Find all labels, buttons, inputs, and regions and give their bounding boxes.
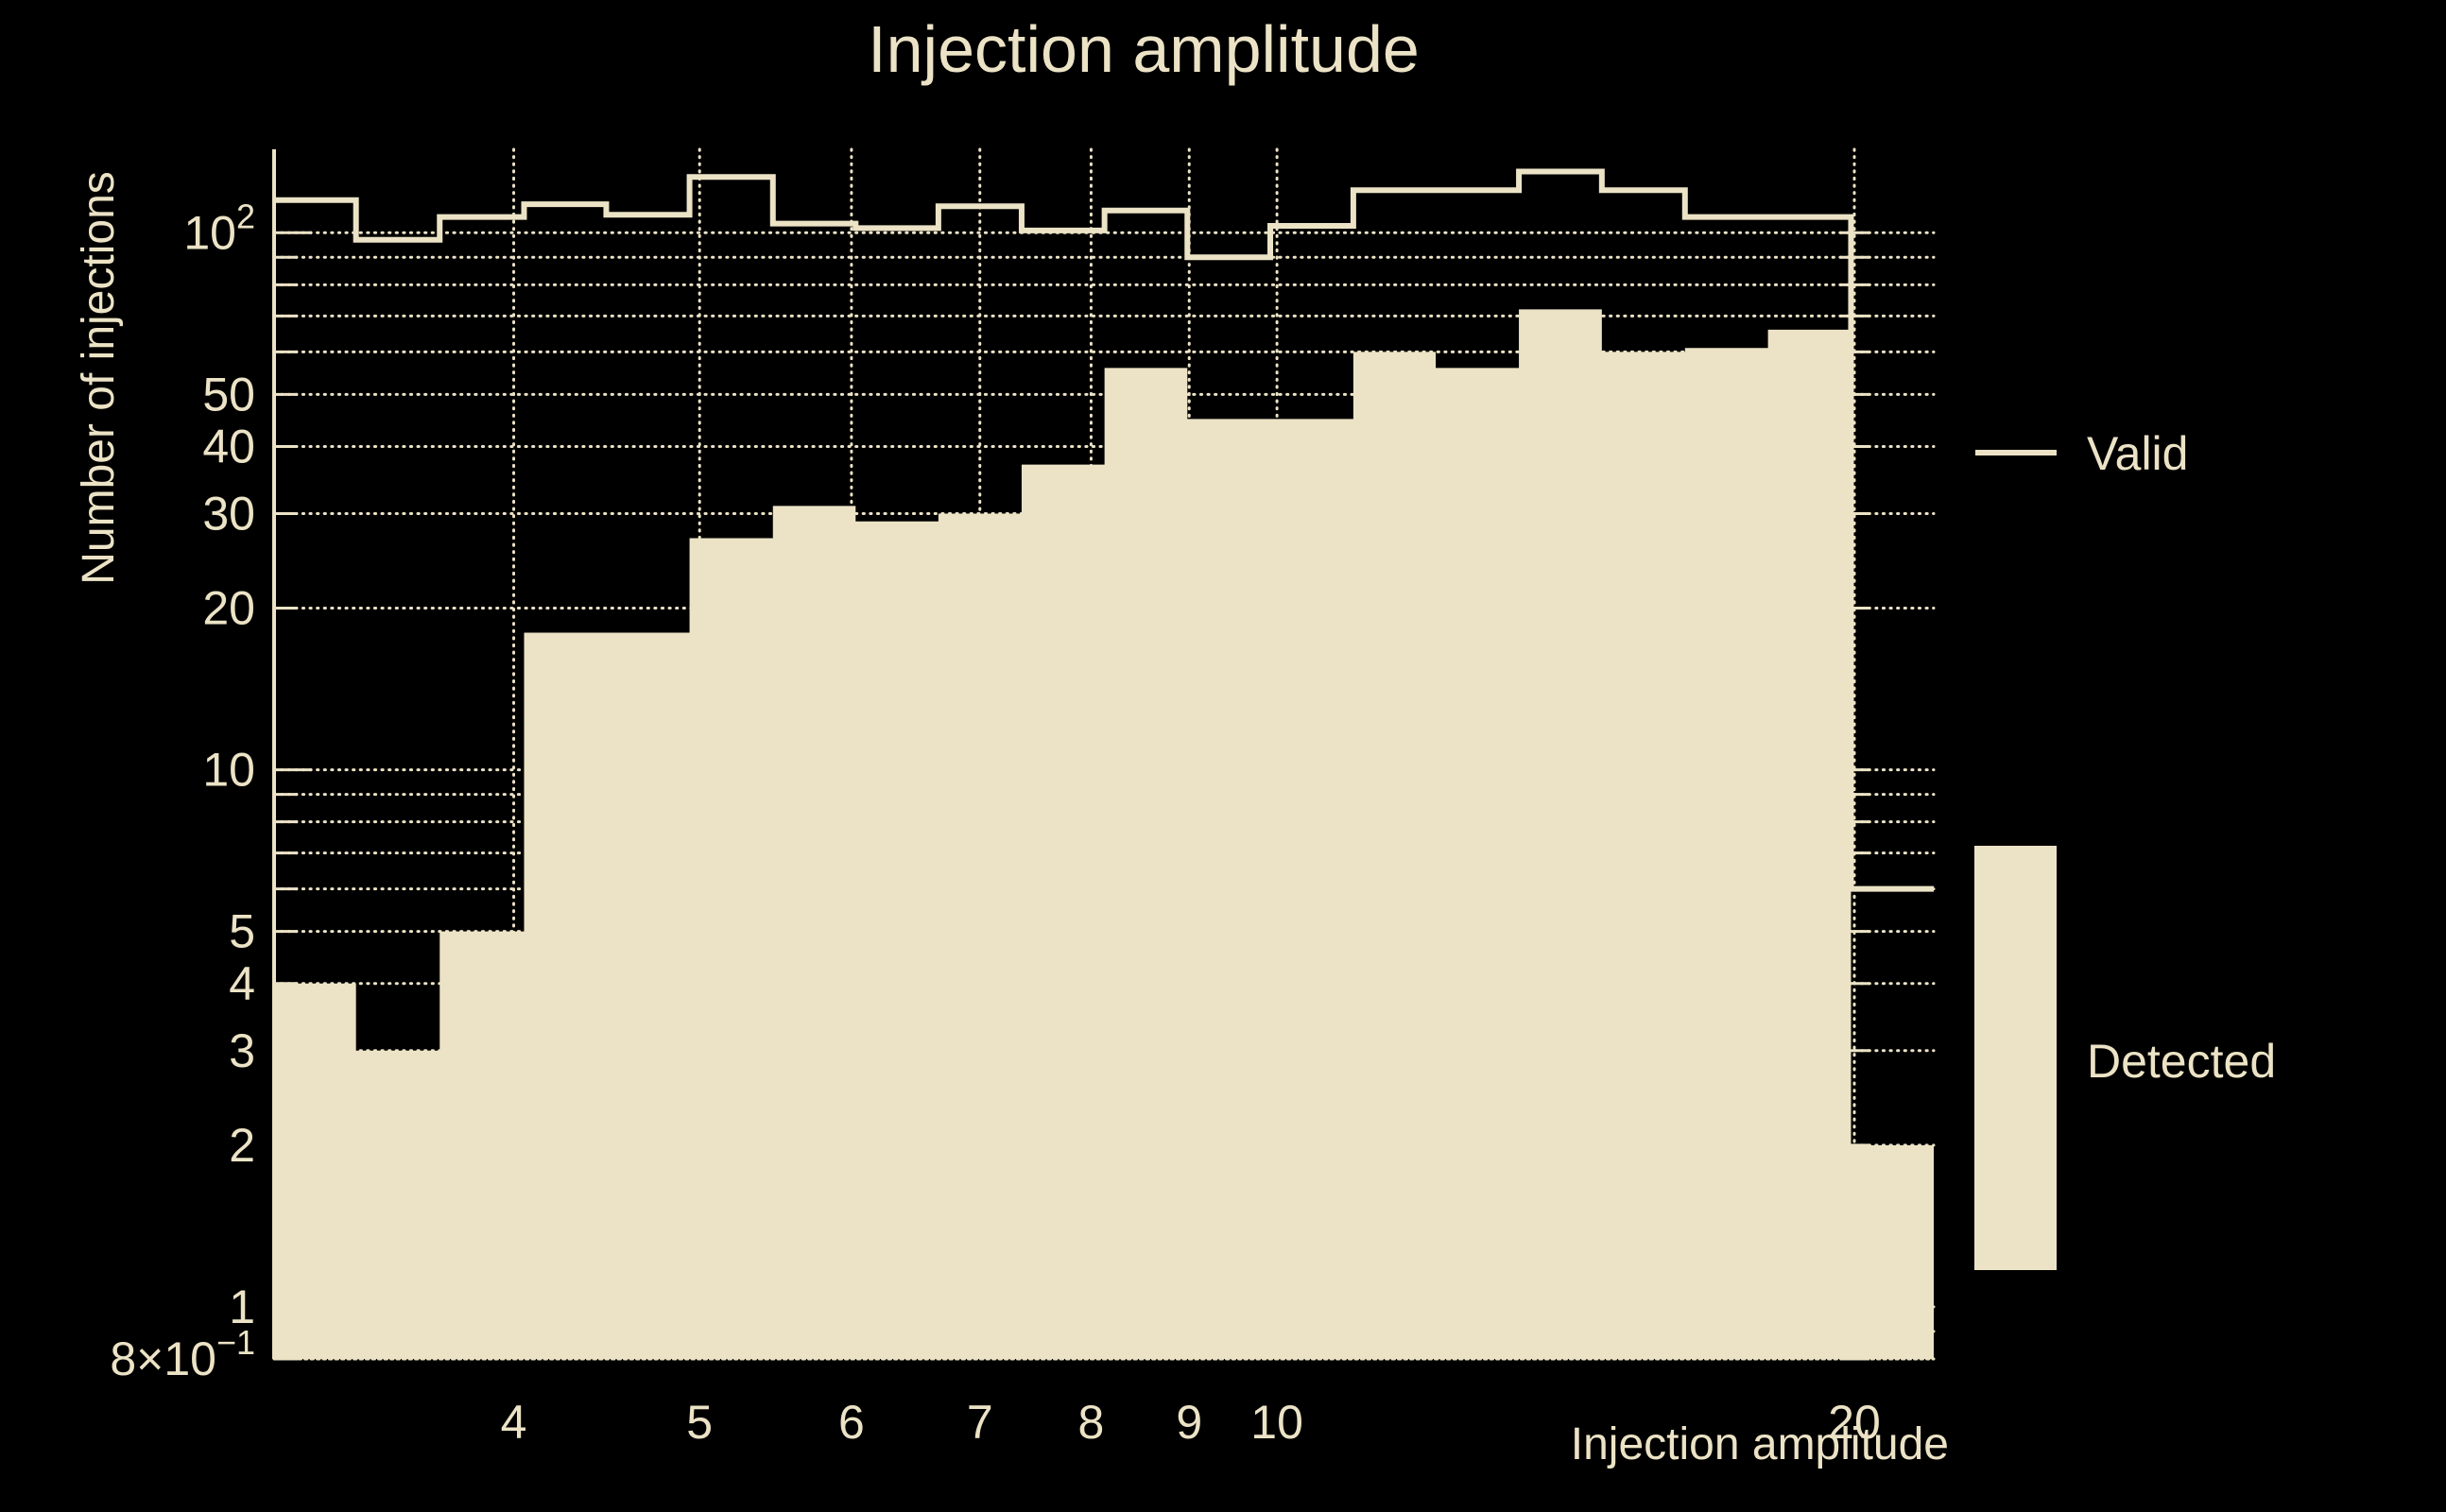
y-tick-label: 1 [229, 1280, 255, 1333]
x-tick-label: 10 [1250, 1396, 1303, 1449]
axis-spines-and-ticks [272, 149, 1936, 1361]
x-tick-label: 4 [501, 1396, 527, 1449]
valid-histogram [274, 168, 1934, 892]
x-tick-label: 20 [1828, 1396, 1881, 1449]
y-tick-label: 30 [202, 487, 255, 540]
y-tick-label: 3 [229, 1024, 255, 1077]
y-tick-label: 20 [202, 582, 255, 635]
legend-detected-label: Detected [2087, 1035, 2276, 1088]
y-tick-label: 40 [202, 420, 255, 472]
x-tick-label: 6 [838, 1396, 865, 1449]
x-axis-label: Injection amplitude [1571, 1419, 1949, 1469]
y-tick-label: 8×10−1 [110, 1323, 255, 1385]
chart-title: Injection amplitude [868, 12, 1420, 86]
y-axis-label: Number of injections [74, 171, 124, 585]
x-tick-label: 5 [686, 1396, 713, 1449]
y-tick-label: 50 [202, 368, 255, 421]
y-tick-label: 4 [229, 957, 255, 1010]
legend-valid-label: Valid [2087, 427, 2188, 480]
valid-line [274, 168, 1934, 892]
x-tick-label: 9 [1176, 1396, 1202, 1449]
legend-detected-swatch [1974, 846, 2057, 1270]
y-tick-label: 5 [229, 905, 255, 958]
y-tick-label: 102 [183, 197, 255, 259]
x-tick-label: 8 [1078, 1396, 1105, 1449]
detected-fill [274, 309, 1934, 1360]
x-tick-label: 7 [967, 1396, 993, 1449]
y-tick-label: 10 [202, 744, 255, 797]
detected-histogram [274, 309, 1934, 1360]
y-tick-label: 2 [229, 1119, 255, 1172]
